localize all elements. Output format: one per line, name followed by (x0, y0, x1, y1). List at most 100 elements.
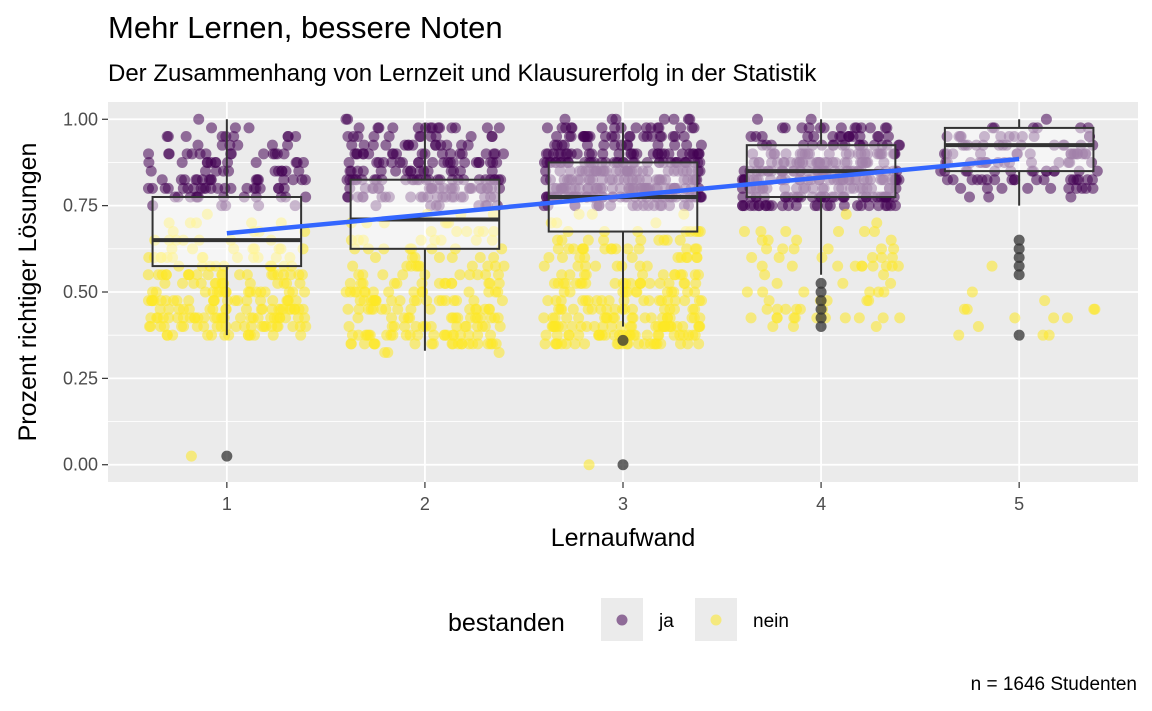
data-point-nein (1048, 312, 1060, 324)
data-point-nein (488, 251, 500, 263)
data-point-nein (406, 251, 418, 263)
data-point-nein (609, 303, 621, 315)
data-point-ja (425, 131, 437, 143)
data-point-nein (387, 329, 399, 341)
data-point-nein (361, 329, 373, 341)
data-point-ja (668, 113, 680, 125)
data-point-nein (1089, 303, 1101, 315)
data-point-ja (498, 148, 510, 160)
data-point-nein (211, 321, 223, 333)
data-point-nein (644, 277, 656, 289)
data-point-ja (835, 122, 847, 134)
box-outlier (1013, 260, 1025, 272)
data-point-nein (230, 321, 242, 333)
data-point-nein (780, 226, 792, 238)
data-point-nein (464, 269, 476, 281)
data-point-nein (168, 295, 180, 307)
data-point-ja (273, 182, 285, 194)
data-point-nein (482, 260, 494, 272)
data-point-nein (392, 303, 404, 315)
data-point-nein (241, 295, 253, 307)
data-point-ja (225, 148, 237, 160)
data-point-nein (563, 329, 575, 341)
data-point-ja (391, 148, 403, 160)
data-point-nein (609, 277, 621, 289)
data-point-nein (626, 303, 638, 315)
data-point-nein (1039, 295, 1051, 307)
data-point-nein (245, 321, 257, 333)
data-point-nein (886, 251, 898, 263)
data-point-ja (571, 148, 583, 160)
data-point-ja (459, 156, 471, 168)
data-point-nein (152, 269, 164, 281)
data-point-nein (552, 234, 564, 246)
data-point-nein (615, 321, 627, 333)
data-point-nein (691, 243, 703, 255)
data-point-nein (489, 260, 501, 272)
data-point-nein (409, 338, 421, 350)
data-point-ja (290, 156, 302, 168)
data-point-nein (777, 243, 789, 255)
data-point-ja (652, 139, 664, 151)
data-point-nein (296, 269, 308, 281)
data-point-nein (365, 303, 377, 315)
data-point-nein (693, 321, 705, 333)
data-point-ja (565, 122, 577, 134)
data-point-nein (591, 295, 603, 307)
data-point-nein (354, 295, 366, 307)
data-point-ja (894, 139, 906, 151)
data-point-nein (595, 303, 607, 315)
data-point-nein (232, 295, 244, 307)
data-point-nein (586, 303, 598, 315)
data-point-nein (551, 329, 563, 341)
data-point-nein (757, 286, 769, 298)
data-point-nein (463, 286, 475, 298)
data-point-nein (659, 303, 671, 315)
data-point-nein (172, 312, 184, 324)
data-point-ja (430, 139, 442, 151)
data-point-ja (615, 122, 627, 134)
data-point-ja (598, 139, 610, 151)
data-point-nein (599, 243, 611, 255)
data-point-ja (481, 122, 493, 134)
data-point-ja (436, 148, 448, 160)
data-point-nein (539, 338, 551, 350)
data-point-nein (476, 321, 488, 333)
data-point-nein (761, 303, 773, 315)
data-point-ja (658, 113, 670, 125)
data-point-ja (1091, 165, 1103, 177)
data-point-ja (202, 156, 214, 168)
data-point-ja (989, 174, 1001, 186)
trend-line-layer (226, 156, 1020, 236)
data-point-nein (177, 277, 189, 289)
data-point-ja (143, 148, 155, 160)
data-point-nein (255, 286, 267, 298)
data-point-nein (355, 277, 367, 289)
data-point-nein (788, 243, 800, 255)
data-point-nein (590, 260, 602, 272)
data-point-nein (692, 269, 704, 281)
data-point-ja (212, 182, 224, 194)
data-point-nein (650, 338, 662, 350)
data-point-ja (250, 174, 262, 186)
data-point-nein (678, 277, 690, 289)
data-point-nein (433, 251, 445, 263)
data-point-nein (143, 251, 155, 263)
data-point-nein (868, 226, 880, 238)
data-point-nein (611, 260, 623, 272)
data-point-nein (558, 286, 570, 298)
data-point-ja (863, 200, 875, 212)
data-point-ja (827, 131, 839, 143)
data-point-nein (771, 312, 783, 324)
data-point-nein (652, 329, 664, 341)
data-point-ja (346, 139, 358, 151)
data-point-ja (163, 148, 175, 160)
data-point-ja (386, 156, 398, 168)
data-point-nein (786, 260, 798, 272)
data-point-nein (885, 277, 897, 289)
data-point-nein (1009, 312, 1021, 324)
data-point-nein (549, 312, 561, 324)
data-point-ja (983, 191, 995, 203)
data-point-ja (688, 122, 700, 134)
data-point-nein (579, 338, 591, 350)
